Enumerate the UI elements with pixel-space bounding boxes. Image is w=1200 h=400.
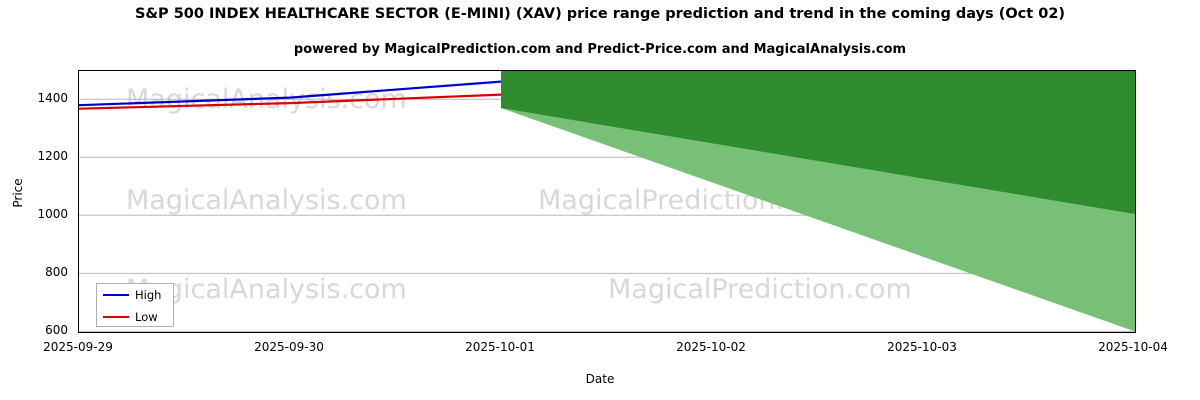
chart-title: S&P 500 INDEX HEALTHCARE SECTOR (E-MINI)…	[134, 6, 1066, 22]
y-tick-label: 800	[45, 265, 68, 279]
y-tick-label: 1000	[37, 207, 68, 221]
x-tick-label: 2025-09-29	[43, 340, 113, 354]
series-high-line	[79, 80, 502, 107]
plot-area	[78, 70, 1136, 333]
legend: High Low	[96, 283, 174, 327]
legend-swatch-low	[103, 316, 129, 318]
x-tick-label: 2025-10-02	[676, 340, 746, 354]
x-tick-label: 2025-10-01	[465, 340, 535, 354]
x-tick-label: 2025-10-03	[887, 340, 957, 354]
legend-item-low: Low	[97, 306, 173, 328]
x-tick-label: 2025-10-04	[1098, 340, 1168, 354]
x-axis-label: Date	[585, 372, 615, 386]
y-tick-label: 1400	[37, 91, 68, 105]
legend-label-high: High	[135, 288, 162, 302]
y-tick-label: 600	[45, 323, 68, 337]
legend-item-high: High	[97, 284, 173, 306]
y-axis-label: Price	[11, 178, 25, 208]
plot-svg	[79, 71, 1135, 332]
chart-subtitle: powered by MagicalPrediction.com and Pre…	[293, 42, 907, 57]
x-tick-label: 2025-09-30	[254, 340, 324, 354]
inner-range-band	[501, 71, 1135, 214]
legend-label-low: Low	[135, 310, 158, 324]
y-tick-label: 1200	[37, 149, 68, 163]
legend-swatch-high	[103, 294, 129, 296]
series-low-line	[79, 93, 502, 110]
